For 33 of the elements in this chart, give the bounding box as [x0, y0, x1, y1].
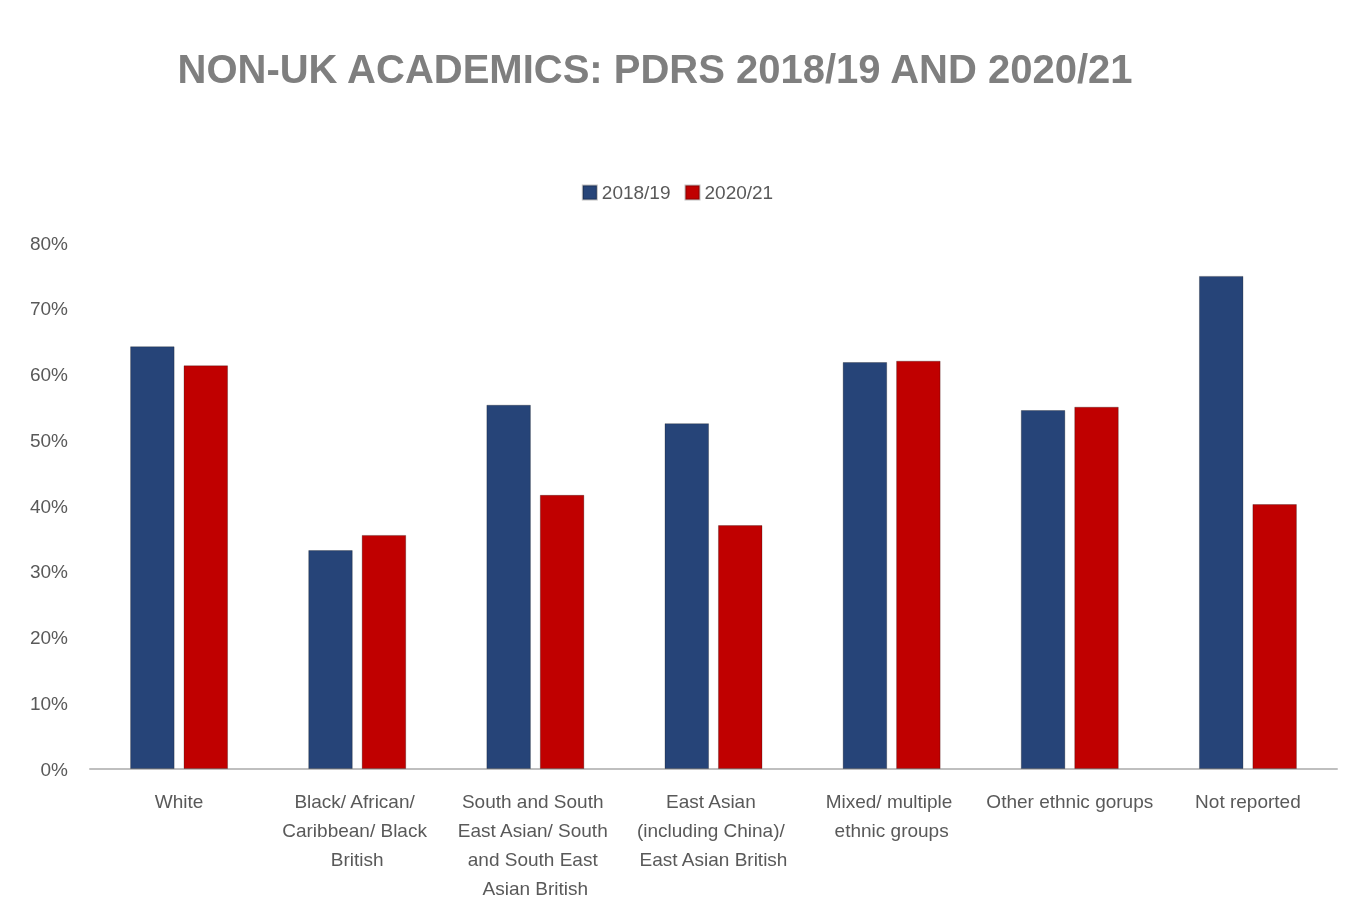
y-tick-label: 40%: [29, 495, 69, 517]
y-tick-label: 60%: [29, 364, 69, 385]
x-tick-label: South and South East Asian/ South and South East Asian British: [457, 791, 613, 899]
bar: [486, 404, 531, 769]
x-tick-label: Not reported: [1195, 791, 1301, 812]
y-tick-label: 10%: [29, 692, 69, 714]
bar: [896, 360, 941, 769]
x-tick-label: White: [154, 791, 204, 812]
bar: [1074, 406, 1119, 769]
y-tick-label: 0%: [40, 758, 69, 780]
bar: [539, 494, 585, 769]
bar: [361, 534, 407, 769]
bar: [842, 362, 888, 769]
bar: [664, 423, 710, 769]
y-tick-label: 30%: [29, 561, 69, 583]
y-tick-label: 80%: [29, 232, 69, 254]
x-tick-label: East Asian (including China)/ East Asian British: [636, 791, 791, 870]
legend-label: 2018/19: [601, 182, 671, 203]
bar: [1020, 410, 1066, 769]
bar: [1198, 275, 1244, 769]
x-tick-label: Mixed/ multiple ethnic groups: [825, 791, 958, 841]
x-tick-label: Black/ African/ Caribbean/ Black British: [282, 791, 433, 870]
legend-label: 2020/21: [704, 182, 774, 203]
bar: [183, 365, 229, 769]
x-tick-label: Other ethnic gorups: [986, 791, 1154, 812]
y-tick-label: 70%: [29, 298, 69, 320]
y-tick-label: 20%: [29, 627, 69, 648]
bar: [130, 346, 175, 769]
chart-title: NON-UK ACADEMICS: PDRS 2018/19 AND 2020/21: [177, 47, 1133, 91]
bar: [308, 550, 353, 769]
bar: [1252, 504, 1297, 769]
y-tick-label: 50%: [29, 429, 69, 451]
bar: [717, 525, 763, 769]
